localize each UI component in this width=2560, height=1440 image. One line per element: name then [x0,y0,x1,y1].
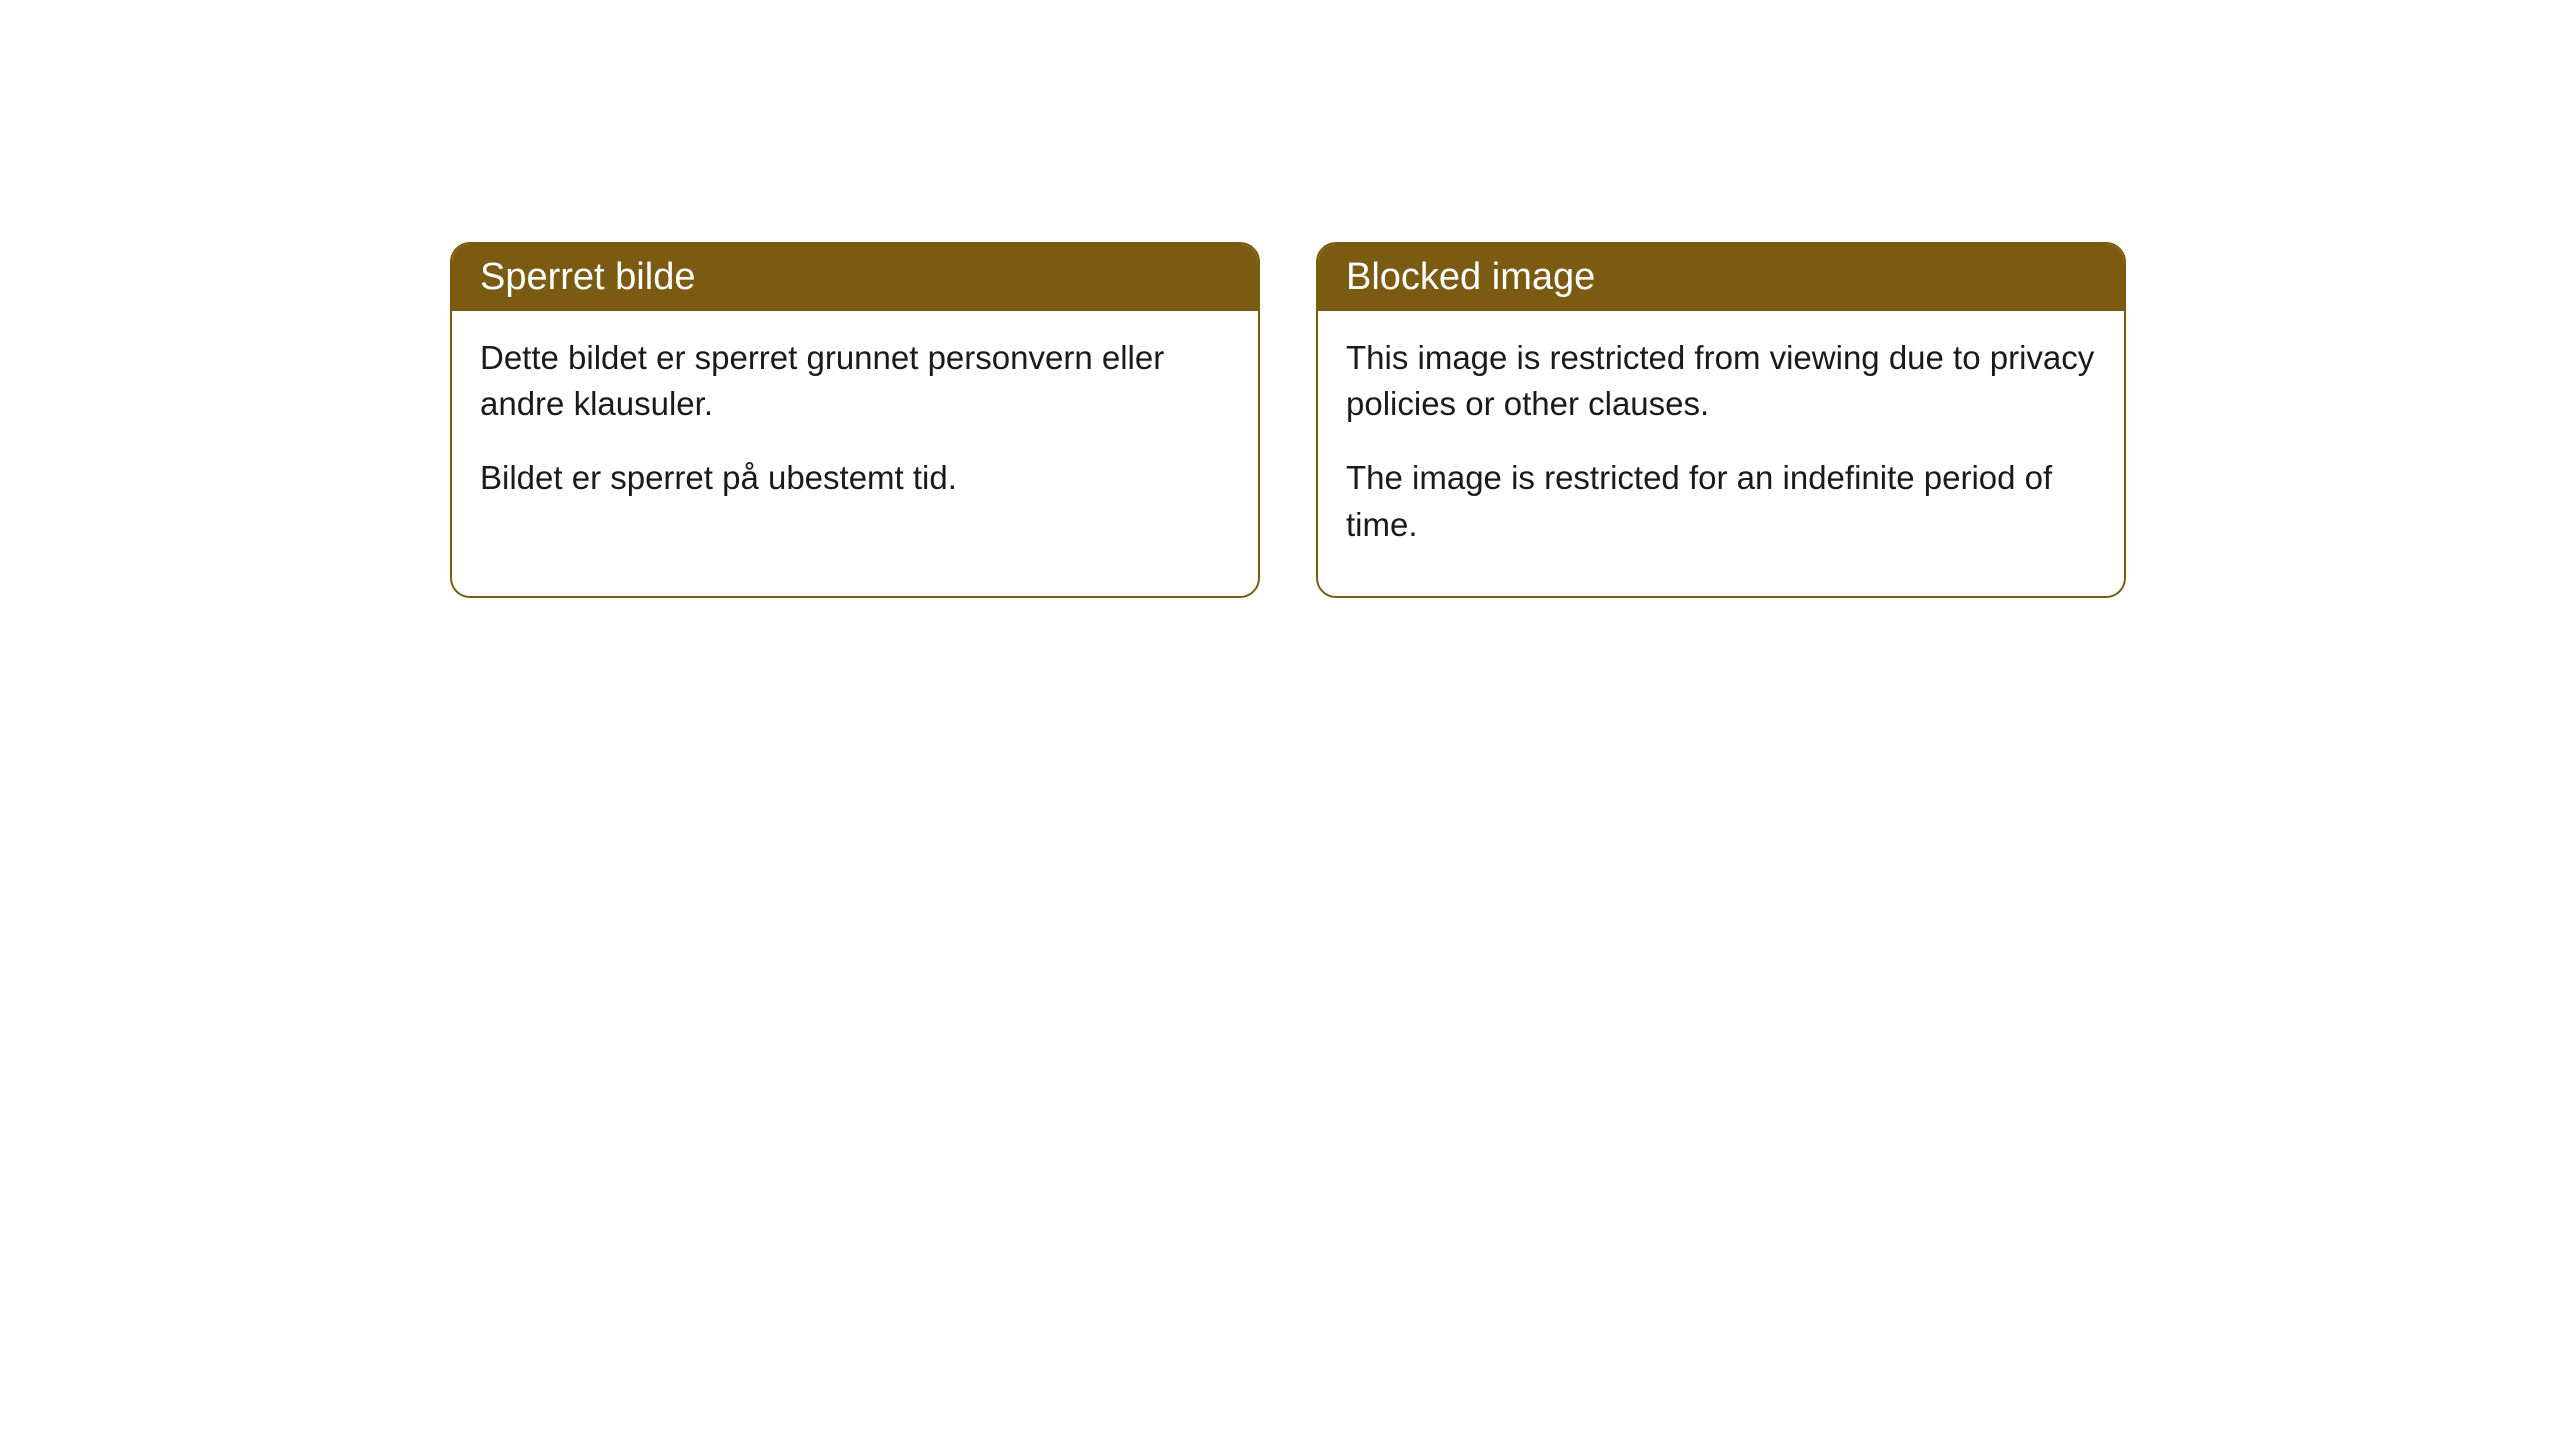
card-body: Dette bildet er sperret grunnet personve… [452,311,1258,550]
card-paragraph: The image is restricted for an indefinit… [1346,455,2096,547]
card-paragraph: Bildet er sperret på ubestemt tid. [480,455,1230,501]
notice-cards-container: Sperret bilde Dette bildet er sperret gr… [450,242,2126,598]
notice-card-english: Blocked image This image is restricted f… [1316,242,2126,598]
notice-card-norwegian: Sperret bilde Dette bildet er sperret gr… [450,242,1260,598]
card-header: Sperret bilde [452,244,1258,311]
card-paragraph: This image is restricted from viewing du… [1346,335,2096,427]
card-paragraph: Dette bildet er sperret grunnet personve… [480,335,1230,427]
card-title: Blocked image [1346,256,1595,298]
card-title: Sperret bilde [480,256,695,298]
card-body: This image is restricted from viewing du… [1318,311,2124,596]
card-header: Blocked image [1318,244,2124,311]
